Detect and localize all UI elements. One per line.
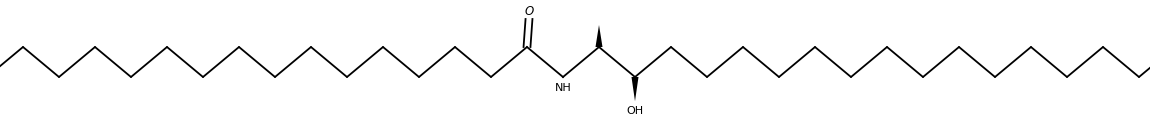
Text: OH: OH	[627, 106, 644, 116]
Polygon shape	[596, 25, 603, 47]
Text: O: O	[524, 5, 534, 18]
Polygon shape	[631, 77, 638, 101]
Text: NH: NH	[554, 84, 572, 93]
